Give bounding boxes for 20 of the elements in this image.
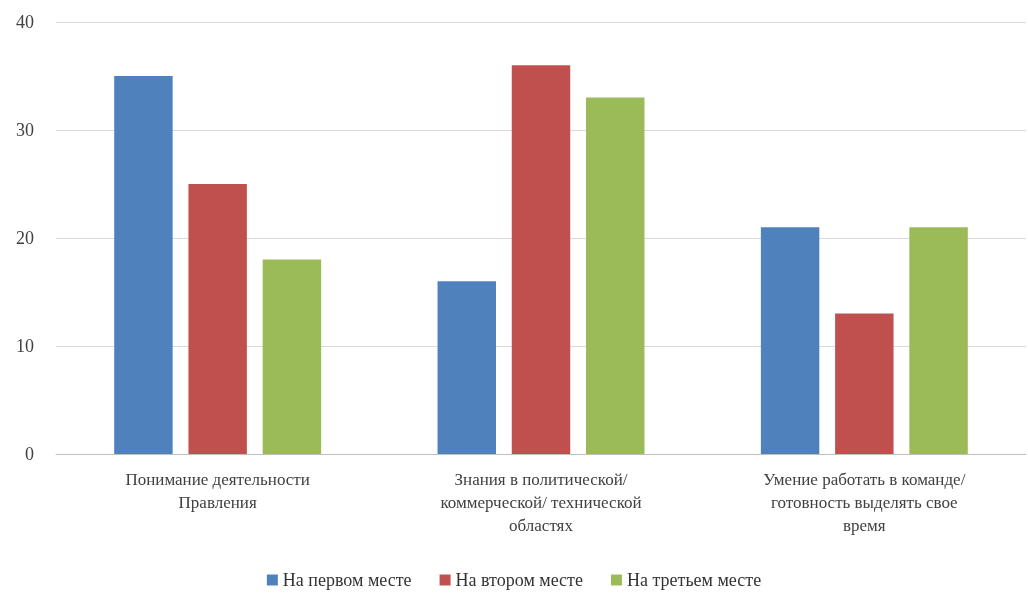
bar (511, 65, 571, 454)
x-tick-label: Понимание деятельности Правления (125, 470, 310, 512)
bar (262, 259, 322, 454)
y-tick-label: 30 (16, 120, 34, 140)
y-tick-label: 20 (16, 228, 34, 248)
bar (760, 227, 820, 454)
legend-label: На первом месте (282, 570, 412, 590)
y-tick-label: 10 (16, 336, 34, 356)
bar (188, 184, 247, 454)
bar (909, 227, 968, 454)
bar (835, 313, 894, 454)
legend-label: На третьем месте (626, 570, 762, 590)
bar (586, 97, 645, 454)
x-tick-label: Знания в политической/ коммерческой/ технической областях (440, 470, 642, 535)
legend-label: На втором месте (455, 570, 583, 590)
bar (437, 281, 496, 454)
bar (114, 76, 173, 454)
y-tick-label: 40 (16, 12, 34, 32)
x-tick-label: Умение работать в команде/ готовность выделять свое время (763, 470, 966, 535)
y-tick-label: 0 (25, 444, 34, 464)
